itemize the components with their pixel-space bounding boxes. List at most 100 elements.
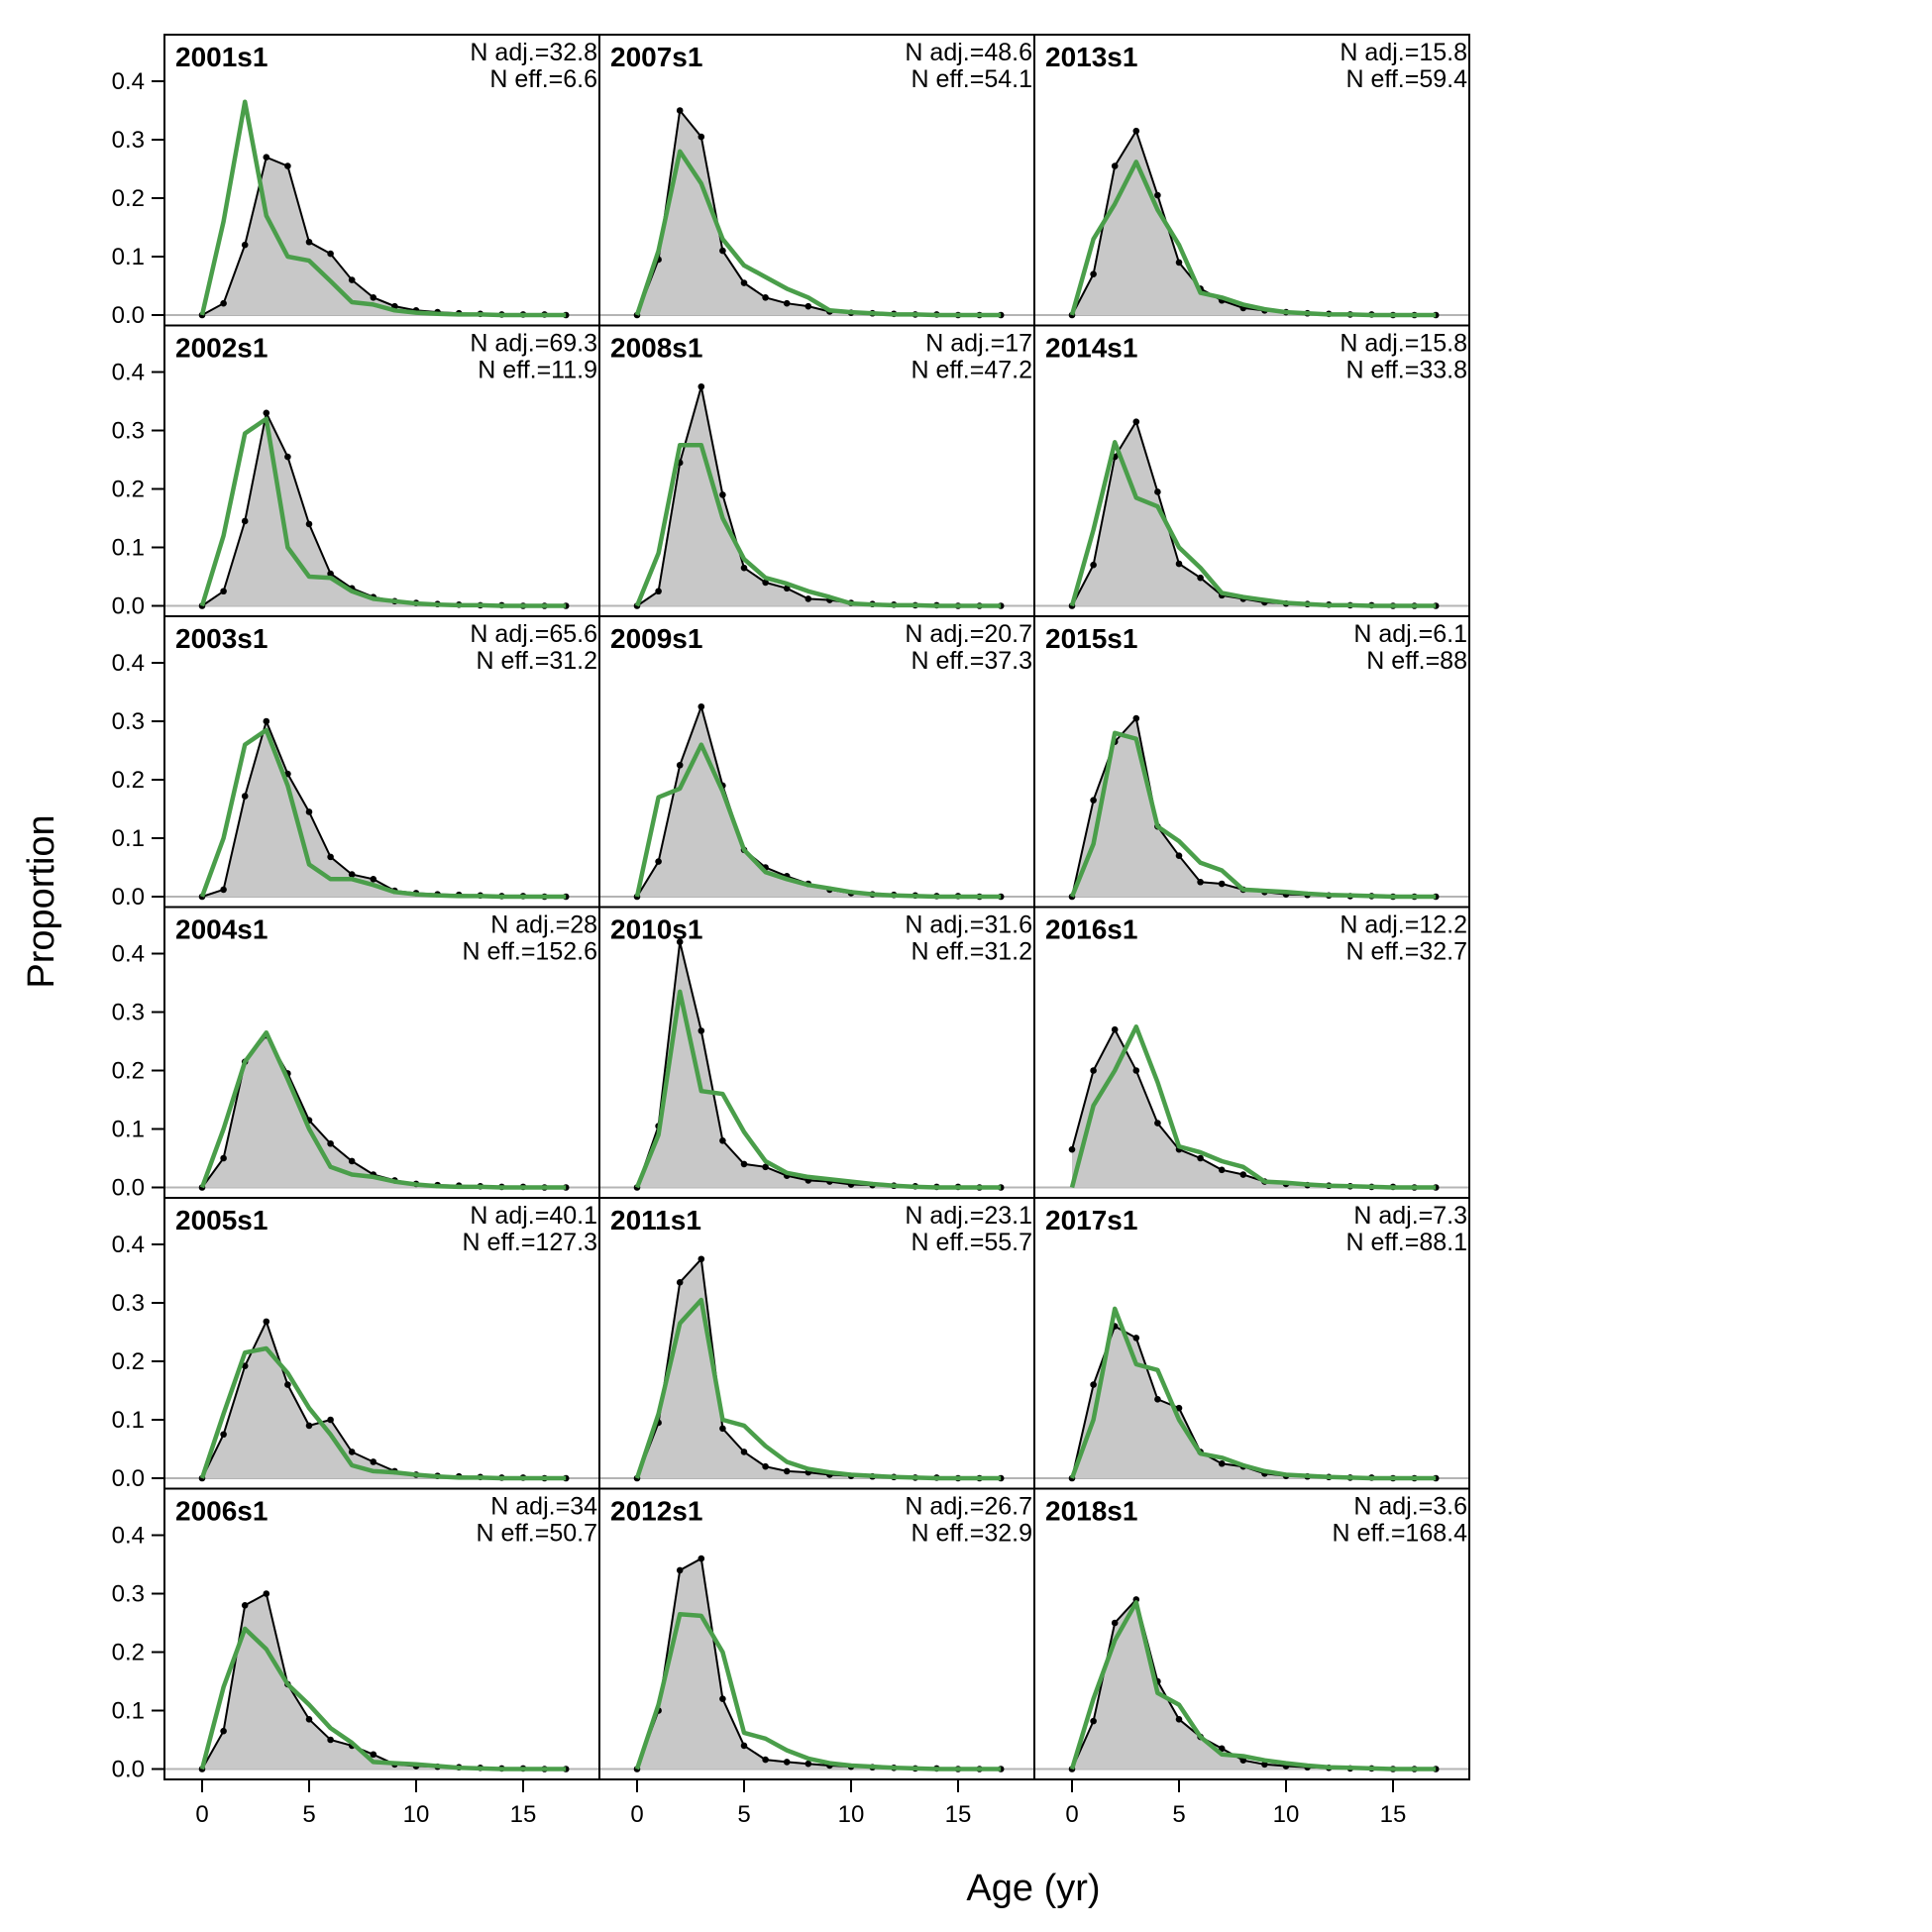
x-tick-label: 15 [1380,1801,1407,1828]
observed-point [1175,1404,1183,1412]
expected-line [199,99,567,318]
expected-line [1069,1024,1437,1190]
expected-line [199,1029,567,1190]
observed-point [241,1602,249,1609]
panel-label: 2002s1 [175,333,268,364]
observed-point [676,1279,684,1286]
panel-label: 2016s1 [1045,914,1137,945]
observed-point [1090,270,1097,278]
panel-label: 2005s1 [175,1205,268,1235]
n-eff-label: N eff.=6.6 [489,65,597,93]
n-eff-label: N eff.=152.6 [463,938,597,966]
n-adj-label: N adj.=65.6 [470,620,597,648]
observed-point [327,1736,334,1744]
y-tick-label: 0.4 [112,1232,145,1258]
panel-2016s1: 2016s1 N adj.=12.2N eff.=32.7 [1033,906,1470,1199]
observed-point [370,876,377,883]
expected-line [634,1297,1002,1481]
observed-point [719,1137,726,1144]
observed-point [1090,1717,1097,1725]
observed-point [740,279,748,286]
observed-point [698,1027,705,1034]
observed-area [637,1558,1002,1770]
n-eff-label: N eff.=11.9 [478,357,597,384]
observed-point [241,241,249,249]
n-adj-label: N adj.=34 [490,1493,597,1521]
observed-point [1132,1335,1140,1342]
panel-label: 2007s1 [610,42,702,72]
panel-label: 2018s1 [1045,1496,1137,1527]
expected-line [199,727,567,900]
observed-point [305,520,313,528]
y-tick-label: 0.2 [112,1640,145,1666]
x-tick-label: 15 [945,1801,972,1828]
observed-point [762,1462,769,1470]
y-tick-label: 0.2 [112,477,145,503]
observed-point [805,302,812,310]
observed-point [783,1759,791,1766]
observed-area [202,721,567,897]
observed-point [1175,560,1183,568]
panel-label: 2012s1 [610,1496,702,1527]
x-tick-label: 5 [302,1801,315,1828]
observed-point [762,579,769,587]
n-adj-label: N adj.=15.8 [1340,330,1467,358]
n-eff-label: N eff.=50.7 [476,1520,597,1548]
observed-point [263,154,270,161]
y-tick-label: 0.3 [112,418,145,445]
observed-point [1132,418,1140,425]
x-tick-label: 0 [630,1801,643,1828]
n-adj-label: N adj.=28 [490,912,597,939]
x-axis-title: Age (yr) [966,1868,1100,1909]
n-adj-label: N adj.=23.1 [905,1202,1032,1230]
n-adj-label: N adj.=6.1 [1353,620,1467,648]
n-adj-label: N adj.=40.1 [470,1202,597,1230]
observed-point [740,1449,748,1455]
panel-2001s1: 2001s1 N adj.=32.8N eff.=6.6 [163,34,600,327]
observed-point [220,588,227,595]
observed-point [305,1716,313,1723]
observed-point [762,1163,769,1171]
y-tick-label: 0.0 [112,302,145,329]
panel-2015s1: 2015s1 N adj.=6.1N eff.=88 [1033,615,1470,909]
observed-point [348,1157,356,1165]
observed-area [202,412,567,606]
y-tick-label: 0.3 [112,708,145,735]
observed-point [1197,1154,1204,1162]
panel-label: 2017s1 [1045,1205,1137,1235]
observed-point [1090,1067,1097,1074]
observed-area [1072,1326,1437,1478]
observed-point [1218,880,1226,888]
n-adj-label: N adj.=3.6 [1353,1493,1467,1521]
observed-point [327,570,334,578]
observed-point [327,1139,334,1147]
observed-point [1154,1396,1161,1403]
observed-point [1090,797,1097,804]
observed-point [1111,1025,1119,1033]
y-tick-label: 0.4 [112,650,145,677]
observed-point [740,1742,748,1750]
panel-2017s1: 2017s1 N adj.=7.3N eff.=88.1 [1033,1197,1470,1490]
observed-point [370,1751,377,1759]
observed-point [698,1255,705,1263]
n-eff-label: N eff.=59.4 [1345,65,1467,93]
observed-point [676,1566,684,1574]
observed-point [698,1555,705,1562]
panel-2011s1: 2011s1 N adj.=23.1N eff.=55.7 [598,1197,1035,1490]
n-eff-label: N eff.=88 [1366,647,1467,675]
observed-area [202,1035,567,1188]
panel-2002s1: 2002s1 N adj.=69.3N eff.=11.9 [163,324,600,617]
x-tick-label: 10 [838,1801,865,1828]
observed-area [637,706,1002,897]
y-tick-label: 0.4 [112,360,145,386]
observed-point [348,276,356,283]
observed-area [1072,131,1437,315]
observed-point [263,1590,270,1597]
panel-2009s1: 2009s1 N adj.=20.7N eff.=37.3 [598,615,1035,909]
observed-point [719,491,726,498]
observed-point [348,871,356,878]
observed-point [719,247,726,255]
y-tick-label: 0.2 [112,185,145,212]
observed-point [676,938,684,945]
n-eff-label: N eff.=31.2 [911,938,1032,966]
